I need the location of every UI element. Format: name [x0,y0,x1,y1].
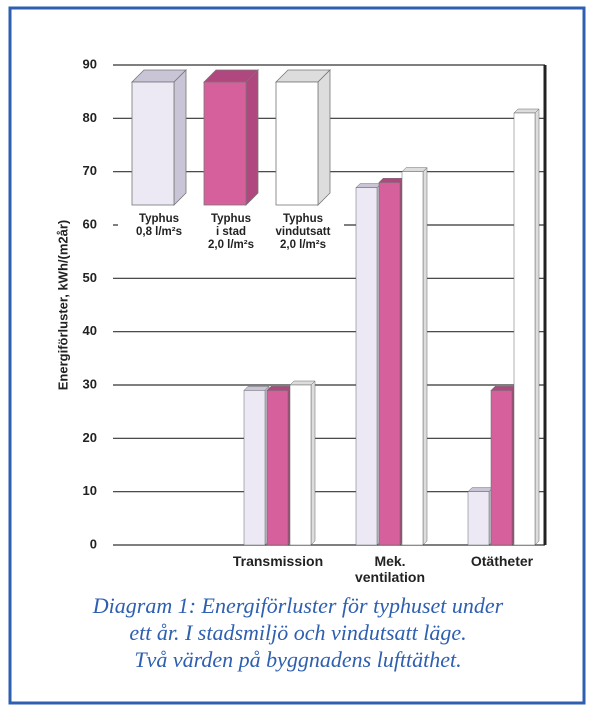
y-tick-label: 0 [90,536,97,551]
y-tick-label: 20 [83,430,97,445]
y-tick-label: 80 [83,110,97,125]
bar-top [289,380,316,386]
bar [378,182,401,546]
y-axis-label: Energiförluster, kWh/(m2år) [55,220,70,390]
bar-side [310,380,316,546]
bar-top [401,167,428,172]
caption-line: Diagram 1: Energiförluster för typhuset … [92,593,504,618]
legend-label: Typhus i stad 2,0 l/m²s [190,213,272,253]
frame [8,6,586,705]
bar-side [422,167,428,546]
bar-side [534,108,540,546]
x-tick-label: Transmission [232,553,324,569]
bar [490,390,513,546]
y-tick-label: 60 [83,216,97,231]
y-tick-label: 40 [83,323,97,338]
legend-swatch [203,81,247,206]
y-tick-label: 50 [83,270,97,285]
bar [401,171,424,546]
caption-line: ett år. I stadsmiljö och vindutsatt läge… [129,620,467,645]
bar-top [378,178,405,183]
bar-top [490,386,517,391]
legend-swatch [275,81,319,206]
bar [467,491,490,546]
bar-top [467,487,494,492]
x-tick-label: Mek. ventilation [354,553,425,586]
bar [355,187,378,546]
bar [513,112,536,546]
legend-side [317,69,331,206]
bar-top [355,183,382,188]
legend-side [245,69,259,206]
y-tick-label: 10 [83,483,97,498]
y-tick-label: 70 [83,163,97,178]
x-tick-label: Otätheter [470,553,534,569]
bar [243,390,266,546]
legend-label: Typhus vindutsatt 2,0 l/m²s [262,213,344,253]
bar [266,390,289,546]
bar-top [266,386,293,391]
legend-label: Typhus 0,8 l/m²s [118,213,200,240]
legend-side [173,69,187,206]
bar-top [243,386,270,391]
bar [289,384,312,546]
bar-top [513,108,540,114]
y-tick-label: 90 [83,56,97,71]
y-tick-label: 30 [83,376,97,391]
legend-swatch [131,81,175,206]
caption-line: Två värden på byggnadens lufttäthet. [134,647,462,672]
